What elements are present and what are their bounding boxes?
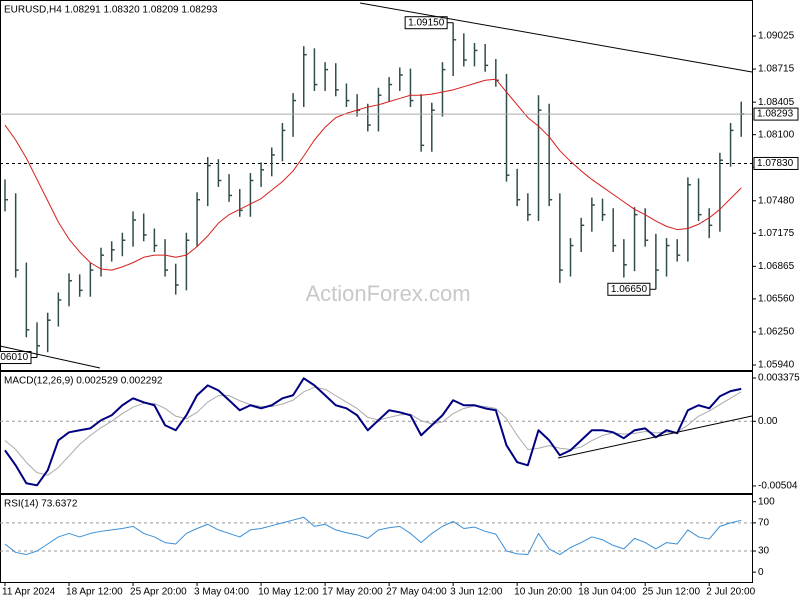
y-tick-label: 0 <box>758 567 764 578</box>
y-tick-label: 1.06865 <box>758 261 795 272</box>
x-tick-label: 2 Jul 20:00 <box>706 587 755 598</box>
trend-line <box>557 415 753 459</box>
annotation-box <box>607 282 651 296</box>
x-tick-label: 10 Jun 20:00 <box>514 587 572 598</box>
y-tick-label: 0.00 <box>758 416 778 427</box>
y-tick-label: 1.09025 <box>758 31 795 42</box>
watermark: ActionForex.com <box>305 281 470 306</box>
panel: 0.003375 0.00 -0.00504 MACD(12,26,9) 0.0025… <box>0 371 800 494</box>
y-tick-label: -0.00504 <box>758 481 798 492</box>
trend-line <box>0 345 101 369</box>
x-tick-label: 27 May 04:00 <box>386 587 447 598</box>
annotation: 1.09150 <box>408 17 445 28</box>
panel-title: RSI(14) 73.6372 <box>4 499 78 510</box>
x-tick-label: 25 Jun 12:00 <box>642 587 700 598</box>
x-tick-label: 10 May 12:00 <box>258 587 319 598</box>
panel: ActionForex.com1.090251.087151.084051.08… <box>0 0 799 371</box>
y-tick-label: 1.05940 <box>758 360 795 371</box>
y-tick-label: 70 <box>758 518 770 529</box>
x-tick-label: 3 Jun 12:00 <box>450 587 503 598</box>
y-tick-label: 100 <box>758 496 775 507</box>
annotation-box <box>0 351 32 365</box>
panel-title: MACD(12,26,9) 0.002529 0.002292 <box>4 376 163 387</box>
series-line <box>4 516 742 556</box>
series-line <box>4 386 742 476</box>
y-tick-label: 1.06250 <box>758 327 795 338</box>
y-tick-label: 30 <box>758 546 770 557</box>
x-tick-label: 11 Apr 2024 <box>2 587 56 598</box>
price-tag-box <box>753 107 799 121</box>
x-tick-label: 18 Apr 12:00 <box>66 587 123 598</box>
y-tick-label: 0.003375 <box>758 373 800 384</box>
trend-line <box>359 2 753 73</box>
x-tick-label: 18 Jun 04:00 <box>578 587 636 598</box>
y-tick-label: 1.08715 <box>758 64 795 75</box>
y-tick-label: 1.08100 <box>758 129 795 140</box>
annotation: 1.06010 <box>0 352 29 363</box>
x-tick-label: 17 May 20:00 <box>322 587 383 598</box>
y-tick-label: 1.07480 <box>758 195 795 206</box>
series-line <box>4 377 742 487</box>
price-tag: 1.08293 <box>757 109 794 120</box>
annotation-box <box>404 16 448 30</box>
panel-title: EURUSD,H4 1.08291 1.08320 1.08209 1.0829… <box>4 5 218 16</box>
y-tick-label: 1.06560 <box>758 294 795 305</box>
annotation: 1.06650 <box>611 284 648 295</box>
y-tick-label: 1.07175 <box>758 228 795 239</box>
series-line <box>4 78 742 271</box>
level-tag-box <box>753 156 799 170</box>
panel: 100 70 30 0 RSI(14) 73.6372 11 Apr 2024 18 Apr… <box>0 494 775 598</box>
y-tick-label: 1.08405 <box>758 97 795 108</box>
x-tick-label: 3 May 04:00 <box>194 587 249 598</box>
level-tag: 1.07830 <box>757 158 794 169</box>
x-tick-label: 25 Apr 20:00 <box>130 587 187 598</box>
